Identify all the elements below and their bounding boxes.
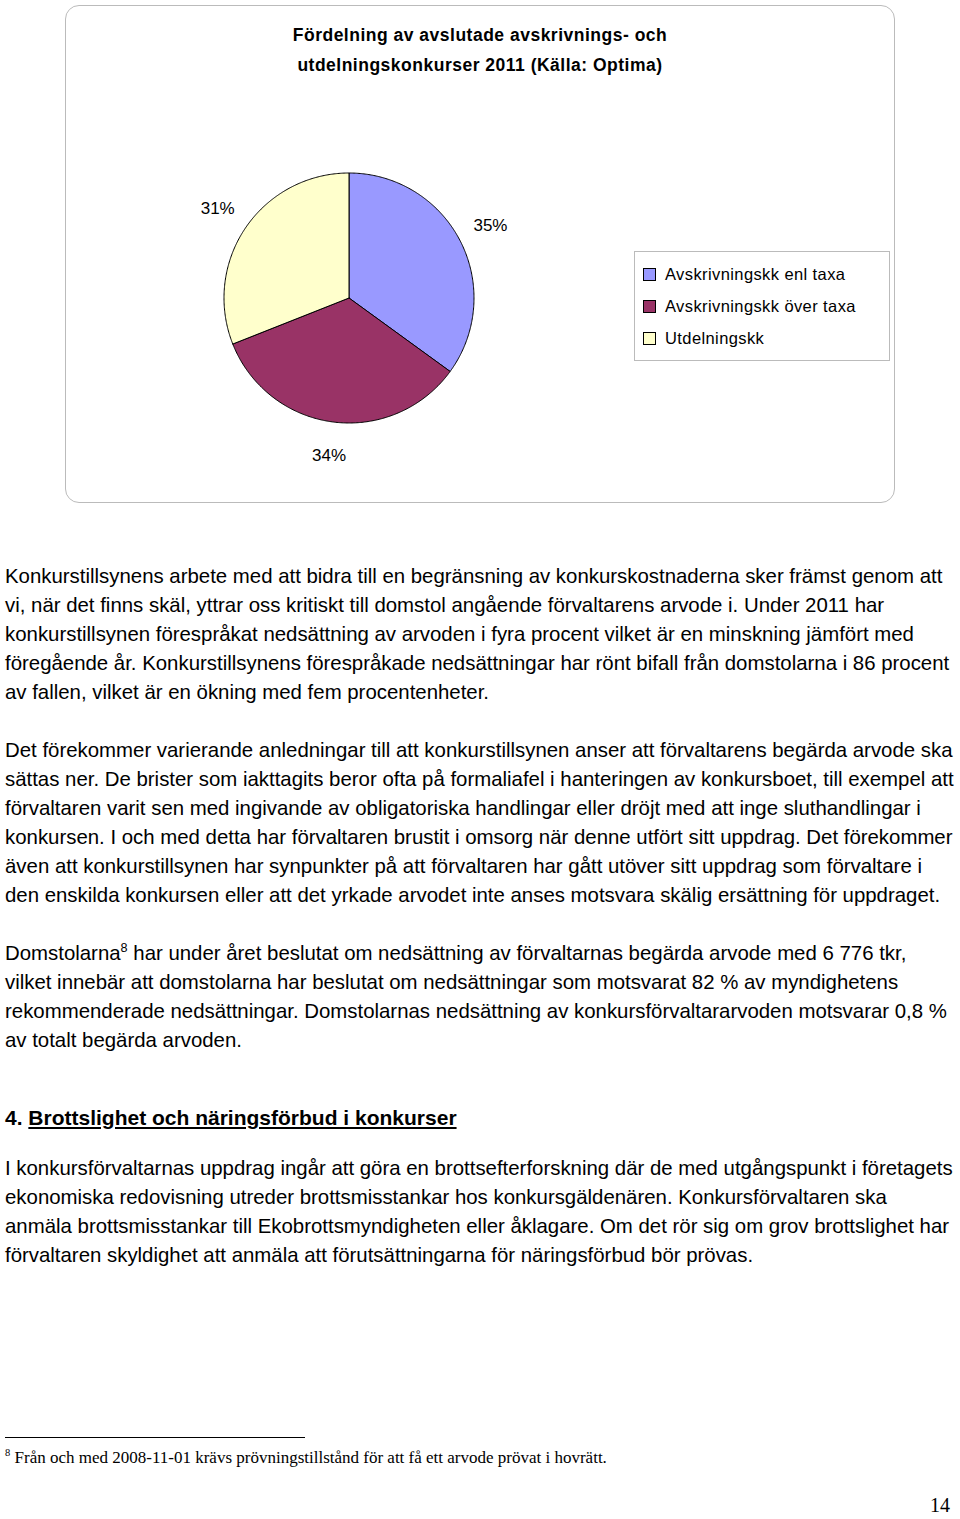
html-text:14: 14	[930, 1494, 950, 1516]
html-text:Avskrivningskk över taxa: Avskrivningskk över taxa	[665, 296, 856, 315]
html-text:Det förekommer varierande anle: Det förekommer varierande anledningar ti…	[5, 739, 954, 906]
html-text:Fördelning av avslutade avskri: Fördelning av avslutade avskrivnings- oc…	[292, 25, 668, 75]
svg-text:35%: 35%	[473, 216, 507, 235]
html-text:8Från och med 2008-11-01 krävs: 8Från och med 2008-11-01 krävs prövnings…	[5, 1447, 607, 1467]
html-text:Utdelningskk: Utdelningskk	[665, 328, 765, 347]
html-text:Konkurstillsynens arbete med a: Konkurstillsynens arbete med att bidra t…	[5, 565, 950, 703]
html-text:I konkursförvaltarnas uppdrag: I konkursförvaltarnas uppdrag ingår att …	[5, 1157, 953, 1266]
html-text:4. Brottslighet och näringsför: 4. Brottslighet och näringsförbud i konk…	[5, 1106, 457, 1129]
html-text:Avskrivningskk enl taxa: Avskrivningskk enl taxa	[665, 264, 846, 283]
svg-text:34%: 34%	[312, 446, 346, 465]
html-text:Domstolarna8har under året bes: Domstolarna8har under året beslutat om n…	[5, 941, 947, 1051]
svg-text:31%: 31%	[201, 199, 235, 218]
